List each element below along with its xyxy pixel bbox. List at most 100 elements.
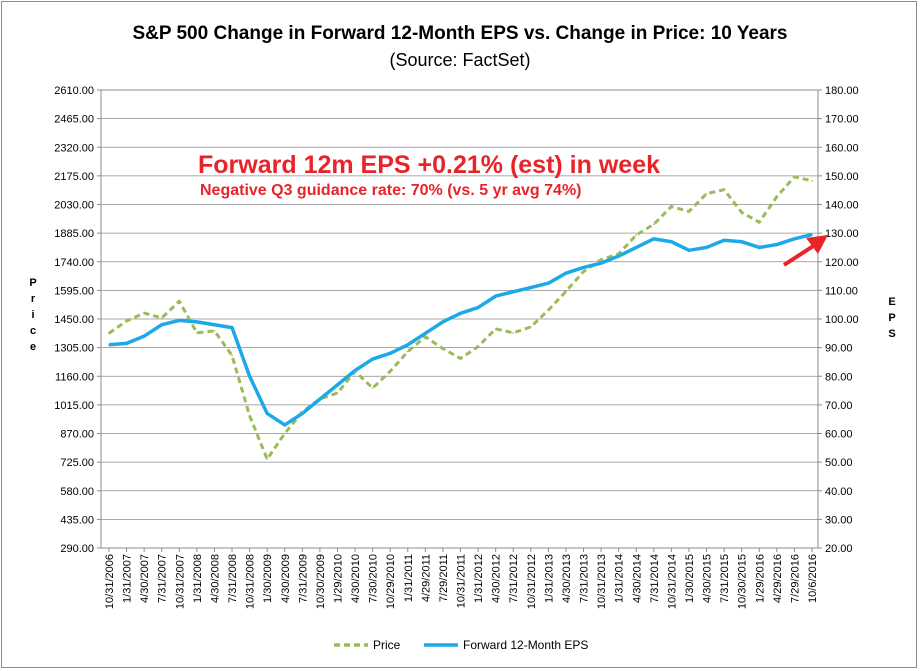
right-tick-label: 100.00: [825, 314, 859, 326]
left-tick-label: 1885.00: [54, 228, 94, 240]
right-tick-label: 170.00: [825, 114, 859, 126]
data-point-price: [688, 210, 690, 213]
data-point-price: [582, 270, 585, 273]
x-tick-label: 4/30/2008: [209, 554, 221, 603]
x-tick-label: 4/29/2016: [772, 554, 784, 603]
data-point-price: [442, 347, 444, 350]
data-point-price: [178, 300, 181, 303]
left-tick-label: 1160.00: [55, 371, 94, 383]
data-point-eps: [389, 352, 392, 355]
data-point-price: [635, 234, 638, 236]
left-tick-label: 580.00: [60, 486, 94, 498]
x-tick-label: 4/30/2014: [631, 554, 643, 603]
right-tick-label: 180.00: [825, 85, 859, 97]
data-point-price: [653, 223, 655, 226]
data-point-eps: [231, 326, 233, 329]
data-point-price: [371, 387, 374, 389]
x-tick-label: 1/30/2009: [262, 554, 274, 603]
data-point-eps: [811, 233, 813, 236]
data-point-price: [758, 221, 761, 224]
data-points: [108, 176, 813, 460]
data-point-price: [213, 330, 216, 332]
data-point-eps: [530, 286, 532, 289]
data-point-price: [301, 410, 304, 413]
data-point-eps: [442, 321, 444, 323]
data-point-eps: [301, 412, 304, 415]
x-tick-label: 10/31/2014: [666, 554, 678, 609]
left-tick-label: 2175.00: [54, 171, 94, 183]
left-tick-label: 1015.00: [54, 400, 94, 412]
left-tick-label: 870.00: [60, 429, 94, 441]
x-tick-label: 4/29/2011: [420, 554, 432, 602]
x-tick-label: 1/31/2013: [543, 554, 555, 603]
data-point-price: [108, 332, 110, 335]
left-tick-label: 2320.00: [54, 142, 94, 154]
x-tick-label: 1/31/2007: [122, 554, 134, 603]
data-point-eps: [758, 246, 761, 249]
data-point-price: [793, 176, 796, 178]
chart-title: S&P 500 Change in Forward 12-Month EPS v…: [132, 23, 787, 44]
data-point-eps: [653, 238, 655, 240]
trend-arrow-shaft: [782, 241, 820, 267]
left-tick-label: 1305.00: [54, 343, 94, 355]
x-tick-label: 10/30/2015: [737, 554, 749, 609]
data-point-price: [547, 309, 550, 311]
series: [108, 175, 813, 461]
data-point-eps: [670, 240, 673, 243]
data-point-eps: [547, 282, 550, 285]
data-point-eps: [371, 358, 374, 360]
data-point-price: [565, 290, 567, 293]
legend-eps-label: Forward 12-Month EPS: [463, 638, 588, 652]
x-tick-label: 4/30/2013: [561, 554, 573, 603]
chart-subtitle: (Source: FactSet): [389, 50, 530, 70]
x-tick-label: 10/31/2006: [104, 554, 116, 609]
data-point-eps: [635, 246, 638, 249]
data-point-price: [740, 211, 743, 214]
right-tick-label: 30.00: [825, 514, 853, 526]
data-point-eps: [108, 343, 110, 346]
data-point-price: [336, 392, 339, 394]
x-tick-label: 4/30/2012: [491, 554, 503, 603]
axis-label-letter: S: [888, 328, 895, 340]
series-line-eps: [108, 232, 813, 427]
legend-price-label: Price: [373, 638, 401, 652]
data-point-price: [617, 253, 620, 255]
data-point-price: [196, 332, 198, 334]
data-point-eps: [354, 369, 356, 372]
axis-label-letter: P: [888, 312, 895, 324]
left-tick-label: 290.00: [60, 543, 94, 555]
right-tick-label: 130.00: [825, 228, 859, 240]
x-tick-label: 10/31/2011: [456, 554, 468, 608]
data-point-price: [705, 192, 708, 195]
data-point-price: [459, 357, 462, 360]
data-point-eps: [600, 262, 602, 264]
x-tick-label: 1/31/2014: [614, 554, 626, 603]
legend: Price Forward 12-Month EPS: [334, 638, 588, 652]
x-tick-label: 10/6/2016: [807, 554, 819, 603]
right-tick-label: 60.00: [825, 429, 853, 441]
data-point-eps: [477, 306, 479, 309]
data-point-eps: [723, 239, 725, 242]
right-tick-label: 90.00: [825, 343, 853, 355]
axis-label-letter: i: [31, 309, 34, 321]
x-tick-label: 10/29/2010: [385, 554, 397, 609]
x-tick-label: 1/30/2015: [684, 554, 696, 603]
left-axis: 2610.00 2465.00 2320.00 2175.00 2030.00 1885.…: [54, 85, 101, 555]
right-tick-label: 80.00: [825, 371, 853, 383]
data-point-eps: [406, 343, 409, 346]
x-tick-label: 4/30/2009: [280, 554, 292, 603]
data-point-eps: [125, 342, 128, 345]
x-tick-label: 7/31/2007: [157, 554, 169, 603]
left-tick-label: 1595.00: [54, 285, 94, 297]
trend-arrow-head: [806, 235, 828, 254]
left-tick-label: 1740.00: [54, 257, 94, 269]
x-tick-label: 10/31/2007: [174, 554, 186, 609]
data-point-eps: [196, 321, 198, 323]
annotation-subline: Negative Q3 guidance rate: 70% (vs. 5 yr…: [200, 182, 582, 199]
axis-label-letter: E: [888, 296, 895, 308]
data-point-price: [160, 317, 163, 319]
data-point-price: [811, 180, 813, 182]
data-point-price: [477, 345, 479, 348]
x-tick-label: 7/31/2012: [508, 554, 520, 603]
